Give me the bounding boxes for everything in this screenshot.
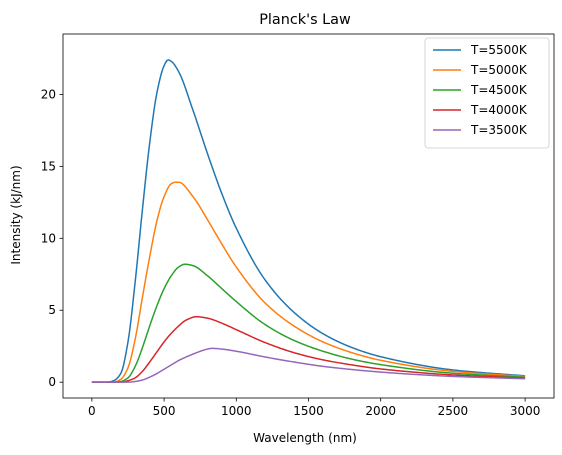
- legend-label: T=5500K: [470, 43, 528, 57]
- x-tick-label: 2500: [438, 404, 469, 418]
- legend: T=5500K T=5000K T=4500K T=4000K T=3500K: [424, 37, 550, 149]
- x-axis-label: Wavelength (nm): [253, 431, 357, 445]
- y-tick-label: 15: [41, 159, 56, 173]
- x-tick-label: 1500: [293, 404, 324, 418]
- x-tick-label: 500: [153, 404, 176, 418]
- legend-label: T=4000K: [470, 103, 528, 117]
- x-tick-label: 0: [88, 404, 96, 418]
- x-tick-label: 1000: [221, 404, 252, 418]
- y-tick-label: 0: [48, 375, 56, 389]
- x-axis-ticks: 0 500 1000 1500 2000 2500 3000: [88, 398, 540, 418]
- series-line-t-4000k: [91, 315, 526, 383]
- series-line-t-4500k: [91, 263, 526, 383]
- legend-box: [424, 37, 550, 149]
- legend-label: T=4500K: [470, 83, 528, 97]
- y-axis-label: Intensity (kJ/nm): [9, 165, 23, 264]
- series-line-t-5500k: [91, 59, 526, 383]
- legend-label: T=3500K: [470, 123, 528, 137]
- y-tick-label: 10: [41, 231, 56, 245]
- legend-label: T=5000K: [470, 63, 528, 77]
- series-line-t-3500k: [91, 347, 526, 383]
- chart-title: Planck's Law: [259, 12, 351, 28]
- y-axis-ticks: 0 5 10 15 20: [41, 87, 63, 389]
- y-tick-label: 5: [48, 303, 56, 317]
- y-tick-label: 20: [41, 87, 56, 101]
- plot-area: 0 500 1000 1500 2000 2500 3000 0 5 10 15 20: [41, 33, 555, 418]
- series-lines: [91, 59, 526, 383]
- series-line-t-5000k: [91, 181, 526, 383]
- x-tick-label: 2000: [365, 404, 396, 418]
- x-tick-label: 3000: [510, 404, 541, 418]
